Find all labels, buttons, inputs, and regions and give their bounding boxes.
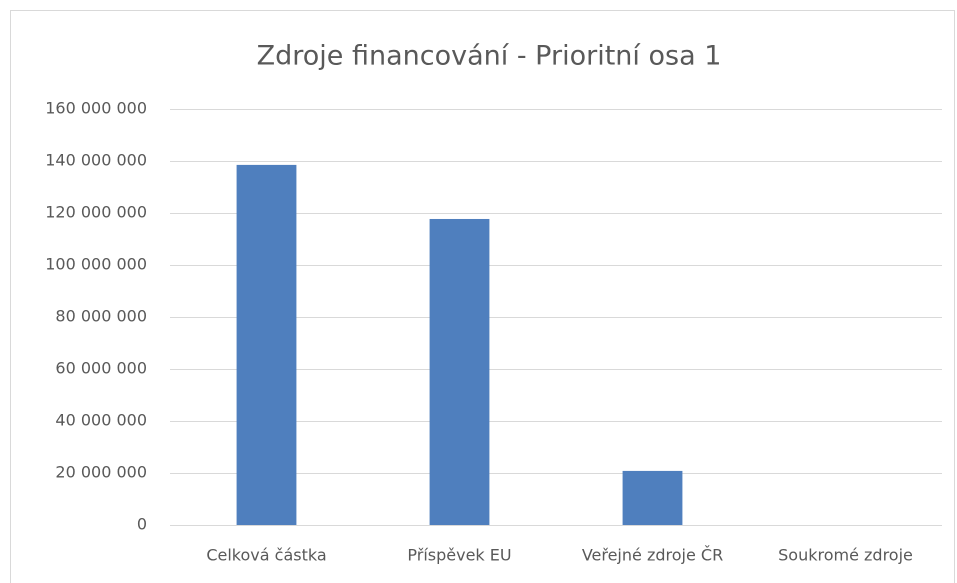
y-tick-label: 160 000 000 [45,99,147,118]
bar [236,164,297,525]
x-tick-label: Příspěvek EU [407,546,511,565]
chart-title: Zdroje financování - Prioritní osa 1 [257,41,722,72]
y-tick-label: 0 [137,515,147,534]
x-tick-label: Celková částka [206,546,326,565]
y-tick-label: 140 000 000 [45,151,147,170]
y-tick-label: 20 000 000 [55,463,147,482]
y-tick-label: 120 000 000 [45,203,147,222]
bar [622,470,683,525]
y-tick-label: 60 000 000 [55,359,147,378]
y-tick-label: 40 000 000 [55,411,147,430]
bar [429,218,490,526]
x-tick-label: Veřejné zdroje ČR [582,546,723,565]
y-tick-label: 100 000 000 [45,255,147,274]
y-tick-label: 80 000 000 [55,307,147,326]
x-tick-label: Soukromé zdroje [778,546,913,565]
